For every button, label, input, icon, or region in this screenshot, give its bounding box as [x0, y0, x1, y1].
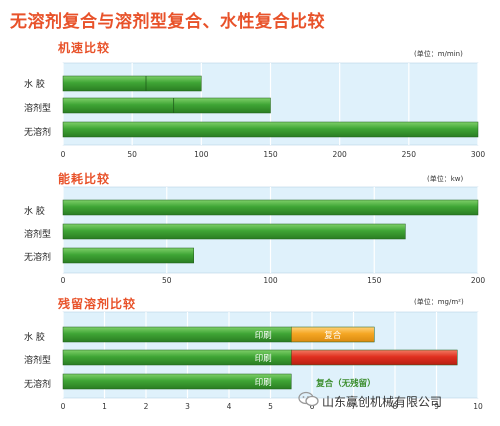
chart2-bar-0	[62, 199, 479, 216]
chart3-tick-label-10: 10	[473, 402, 483, 411]
chart3-tick-label-2: 2	[144, 402, 149, 411]
chart3-segment-label-1-0: 印刷	[255, 353, 272, 364]
chart3-annotation: 复合（无残留）	[315, 378, 376, 389]
chart3-category-0: 水 胶	[24, 333, 45, 343]
chart1-bar-0	[62, 75, 202, 92]
chart2-bar-2	[62, 247, 194, 264]
chart3-segment-label-0-1: 复合	[324, 330, 342, 341]
chart2-title: 能耗比较	[58, 172, 111, 186]
chart1-tick-label-4: 200	[333, 150, 348, 159]
chart3-category-2: 无溶剂	[24, 380, 52, 390]
chart3-unit: (单位：mg/m²)	[414, 298, 464, 306]
chart2-category-1: 溶剂型	[24, 230, 52, 240]
chart3-tick-label-8: 8	[393, 402, 398, 411]
chart1-tick-label-1: 50	[127, 150, 137, 159]
chart1-bar-1	[62, 97, 271, 114]
wechat-icon	[298, 391, 319, 407]
chart2-category-2: 无溶剂	[24, 253, 52, 263]
chart3-segment-label-0-0: 印刷	[255, 330, 272, 341]
watermark-text: 山东赢创机械有限公司	[322, 395, 443, 409]
chart3-tick-label-1: 1	[102, 402, 107, 411]
chart3-bar-2-seg-0	[62, 373, 292, 390]
chart2-tick-label-1: 50	[162, 276, 172, 285]
chart3-tick-label-3: 3	[185, 402, 190, 411]
chart1-category-1: 溶剂型	[24, 104, 52, 114]
chart1-unit: (单位：m/min)	[414, 50, 463, 58]
chart3-tick-label-4: 4	[227, 402, 232, 411]
chart3-tick-label-9: 9	[434, 402, 439, 411]
chart3-segment-label-2-0: 印刷	[255, 377, 272, 388]
chart2-tick-label-4: 200	[471, 276, 486, 285]
chart1-tick-label-3: 150	[263, 150, 278, 159]
chart2-category-0: 水 胶	[24, 207, 45, 217]
chart3-tick-label-7: 7	[351, 402, 356, 411]
chart3-title: 残留溶剂比较	[58, 297, 137, 311]
chart3-bar-0-seg-1	[291, 326, 375, 343]
chart2-bar-1	[62, 223, 406, 240]
chart1-title: 机速比较	[58, 41, 111, 55]
chart2-tick-label-0: 0	[61, 276, 66, 285]
page-title: 无溶剂复合与溶剂型复合、水性复合比较	[10, 12, 325, 32]
chart2-tick-label-2: 100	[263, 276, 278, 285]
chart2-unit: (单位：kw)	[427, 175, 464, 183]
chart1-tick-label-2: 100	[194, 150, 209, 159]
chart2-tick-label-3: 150	[367, 276, 382, 285]
chart1-tick-label-6: 300	[471, 150, 486, 159]
chart3-tick-label-0: 0	[61, 402, 66, 411]
chart1-category-0: 水 胶	[24, 80, 45, 90]
chart1-tick-label-0: 0	[61, 150, 66, 159]
chart3-tick-label-5: 5	[268, 402, 273, 411]
chart3-tick-label-6: 6	[310, 402, 315, 411]
chart3-bar-1-seg-1	[291, 349, 458, 366]
chart1-bar-2	[62, 121, 479, 138]
chart1-category-2: 无溶剂	[24, 128, 52, 138]
chart3-category-1: 溶剂型	[24, 356, 52, 366]
chart1-tick-label-5: 250	[402, 150, 417, 159]
